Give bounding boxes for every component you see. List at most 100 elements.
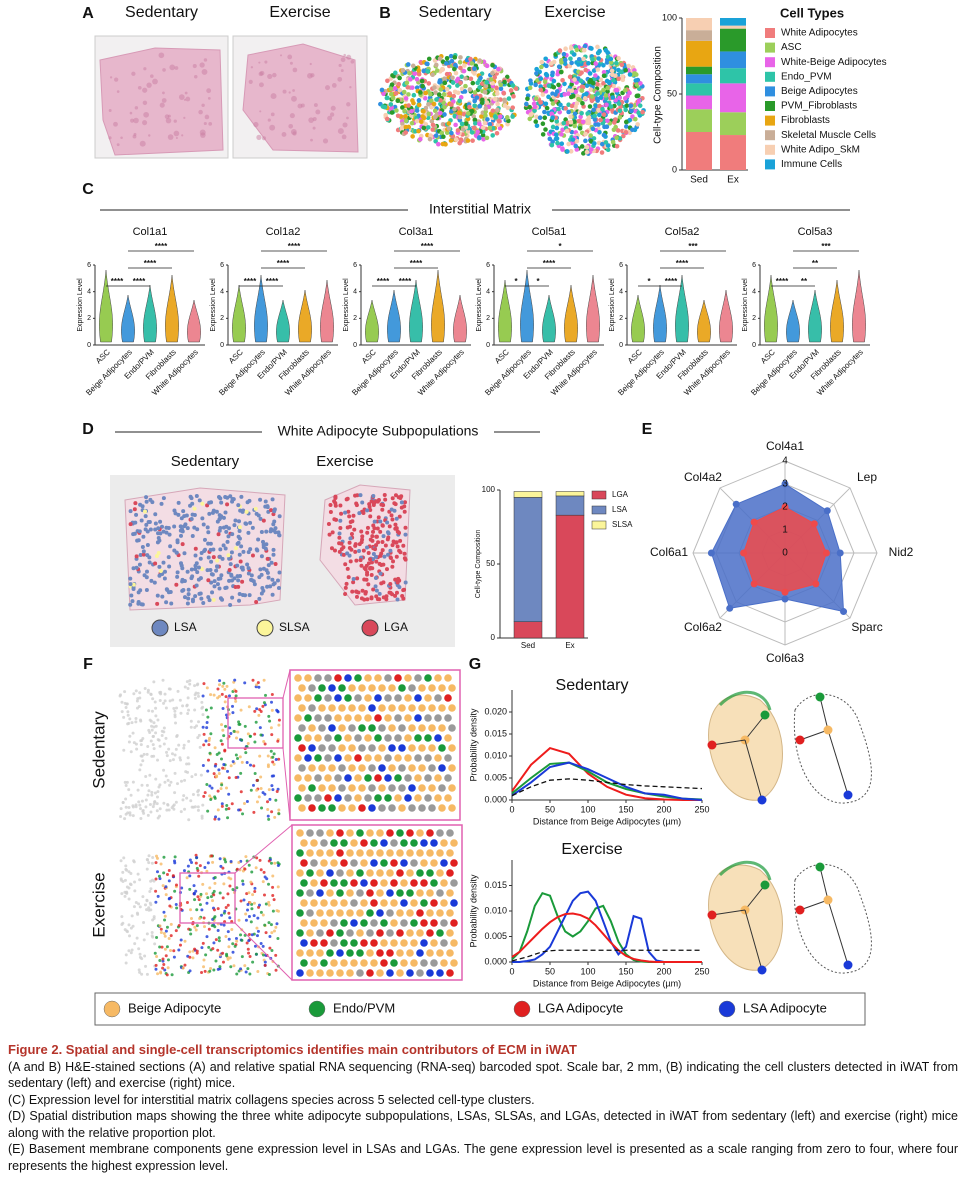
spot bbox=[212, 908, 216, 912]
tissue-texture bbox=[272, 72, 277, 78]
density-line bbox=[511, 891, 702, 963]
spot bbox=[376, 849, 384, 857]
spot bbox=[502, 99, 508, 105]
spot bbox=[209, 797, 213, 801]
spot bbox=[361, 548, 366, 553]
spot bbox=[234, 937, 238, 941]
spot bbox=[147, 861, 151, 865]
spot bbox=[584, 149, 590, 155]
radar-point bbox=[707, 549, 715, 557]
spot bbox=[348, 764, 356, 772]
spot bbox=[190, 597, 195, 602]
bar-segment bbox=[555, 495, 585, 516]
spot bbox=[328, 510, 333, 515]
spot bbox=[390, 859, 398, 867]
spot bbox=[275, 578, 280, 583]
spot bbox=[149, 692, 153, 696]
spot bbox=[243, 724, 247, 728]
tissue-texture bbox=[327, 115, 333, 121]
violin bbox=[365, 299, 379, 343]
spot bbox=[195, 866, 199, 870]
spot bbox=[266, 814, 270, 818]
spot bbox=[125, 702, 129, 706]
spot bbox=[406, 929, 414, 937]
spot bbox=[239, 544, 244, 549]
spot bbox=[148, 718, 152, 722]
spot bbox=[201, 713, 205, 717]
spot bbox=[395, 113, 401, 119]
spot bbox=[219, 573, 224, 578]
spot bbox=[446, 949, 454, 957]
spot bbox=[407, 70, 412, 76]
spot bbox=[188, 682, 192, 686]
spot bbox=[477, 85, 482, 90]
spot bbox=[320, 899, 328, 907]
spot bbox=[566, 91, 571, 96]
spot bbox=[377, 591, 382, 596]
spot bbox=[483, 83, 489, 89]
spot bbox=[248, 901, 252, 905]
spot bbox=[219, 864, 223, 868]
y-tick-label: 0.010 bbox=[484, 905, 507, 915]
spot bbox=[388, 555, 393, 560]
spot bbox=[147, 560, 152, 565]
spot bbox=[183, 522, 188, 527]
legend-label: LSA Adipocyte bbox=[743, 1000, 827, 1015]
spot bbox=[226, 892, 230, 896]
y-tick-label: 100 bbox=[482, 485, 496, 494]
spot bbox=[172, 955, 176, 959]
spot bbox=[420, 879, 428, 887]
spot bbox=[633, 78, 639, 83]
spot bbox=[386, 929, 394, 937]
spot bbox=[259, 529, 264, 534]
spot bbox=[173, 855, 177, 859]
spot bbox=[122, 748, 126, 752]
spot bbox=[195, 856, 199, 860]
spot bbox=[192, 884, 196, 888]
spot bbox=[484, 80, 490, 85]
spot bbox=[235, 563, 240, 568]
spot bbox=[356, 929, 364, 937]
spot bbox=[316, 969, 324, 977]
spot bbox=[378, 704, 386, 712]
spot bbox=[426, 929, 434, 937]
spot bbox=[188, 858, 192, 862]
spot bbox=[124, 961, 128, 965]
spot bbox=[213, 876, 217, 880]
link bbox=[744, 714, 766, 741]
spot bbox=[624, 124, 629, 129]
spot bbox=[610, 95, 616, 100]
legend-label: SLSA bbox=[612, 520, 633, 529]
tissue-texture bbox=[264, 60, 268, 64]
spot bbox=[212, 941, 216, 945]
tissue-texture bbox=[116, 90, 120, 93]
spot bbox=[255, 788, 259, 792]
spot bbox=[128, 582, 133, 587]
spot bbox=[420, 839, 428, 847]
spot bbox=[261, 913, 265, 917]
spot bbox=[318, 684, 326, 692]
spot bbox=[158, 945, 162, 949]
spot bbox=[348, 704, 356, 712]
spot bbox=[591, 77, 597, 82]
spot bbox=[483, 113, 488, 118]
spot bbox=[277, 718, 281, 722]
spot bbox=[418, 804, 426, 812]
spot bbox=[444, 86, 450, 92]
spot bbox=[316, 949, 324, 957]
spot bbox=[472, 71, 477, 76]
spot bbox=[380, 839, 388, 847]
legend-label: LGA bbox=[612, 490, 629, 499]
spot bbox=[430, 879, 438, 887]
spot bbox=[328, 764, 336, 772]
violin bbox=[99, 269, 113, 343]
spot bbox=[438, 684, 446, 692]
spot bbox=[211, 597, 216, 602]
spot bbox=[446, 869, 454, 877]
spot bbox=[582, 96, 588, 101]
spot bbox=[223, 687, 227, 691]
spot bbox=[120, 915, 124, 919]
spot bbox=[418, 764, 426, 772]
legend-label: LSA bbox=[174, 620, 197, 634]
spot bbox=[208, 567, 213, 572]
